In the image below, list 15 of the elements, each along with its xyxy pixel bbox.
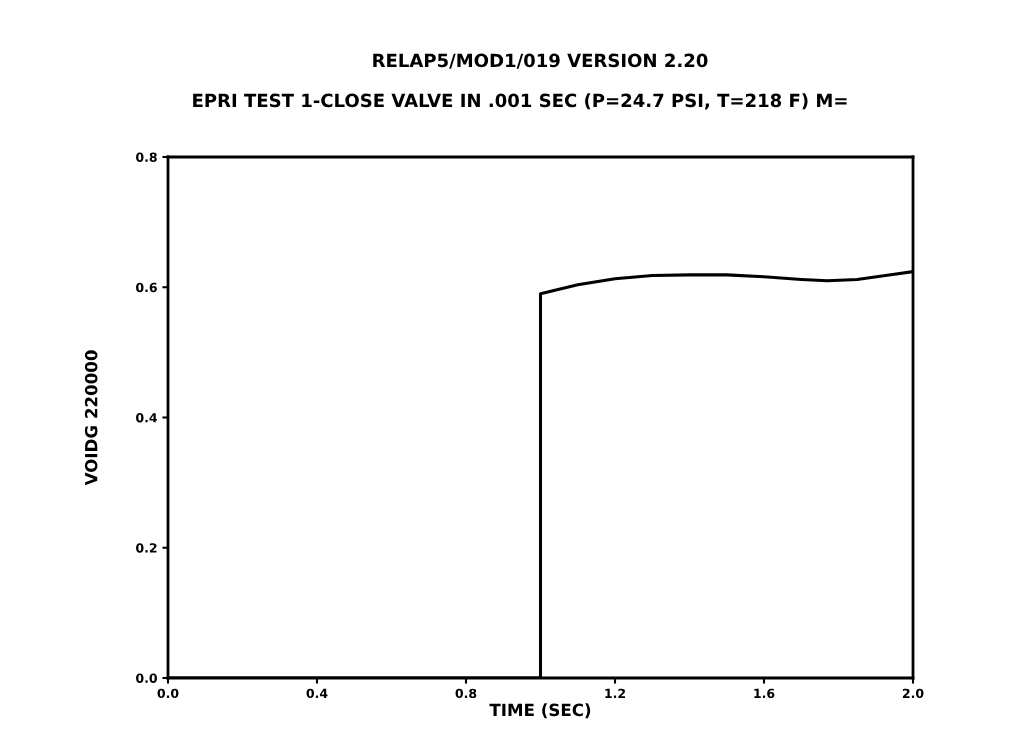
x-tick-label: 1.2: [605, 688, 625, 698]
y-tick-label: 0.2: [136, 543, 157, 553]
y-tick-label: 0.4: [136, 412, 158, 423]
y-tick-label: 0.6: [136, 282, 157, 293]
x-tick-label: 0.0: [157, 688, 179, 699]
x-tick-label: 2.0: [902, 688, 924, 699]
x-axis-title: TIME (SEC): [489, 703, 591, 719]
y-tick-label: 0.0: [136, 673, 157, 683]
x-tick-label: 0.8: [455, 688, 477, 699]
y-axis-title: VOIDG 220000: [84, 350, 98, 486]
chart-subtitle: EPRI TEST 1-CLOSE VALVE IN .001 SEC (P=24.7 PSI, T=218 F) M=: [193, 93, 847, 110]
chart-title: RELAP5/MOD1/019 VERSION 2.20: [373, 53, 708, 69]
x-tick-label: 0.4: [306, 688, 328, 699]
y-tick-label: 0.8: [136, 152, 157, 162]
x-tick-label: 1.6: [754, 688, 775, 699]
